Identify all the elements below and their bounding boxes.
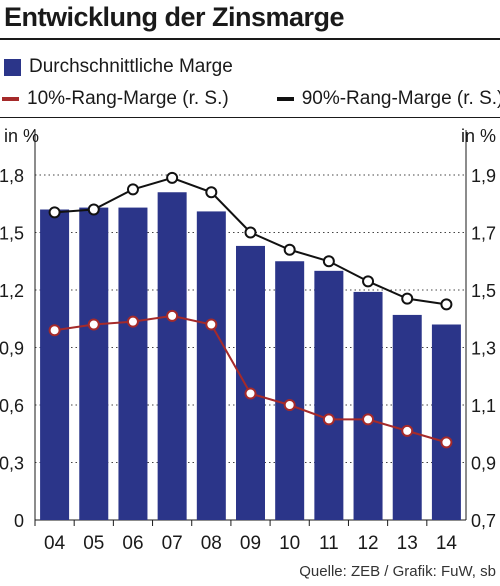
bar [392,314,422,520]
bar [118,207,148,520]
legend-lines: 10%-Rang-Marge (r. S.) 90%-Rang-Marge (r… [0,86,500,112]
left-tick-label: 0,3 [0,454,24,474]
right-tick-label: 1,5 [471,281,496,301]
rang10-point [244,387,257,400]
bar [40,209,70,520]
x-tick-label: 04 [44,533,66,554]
right-tick-label: 1,7 [471,224,496,244]
right-tick-label: 0,7 [471,511,496,531]
rang10-point [322,413,335,426]
bar [431,324,461,520]
right-axis-unit: in % [460,126,496,146]
rang90-point [244,226,257,239]
rang10-point [362,413,375,426]
x-tick-label: 12 [357,533,378,554]
bar [236,245,265,520]
rang90-point [126,183,139,196]
legend-rule [0,117,500,118]
bar [196,211,226,520]
chart-plot: 0 0,7 0,3 0,9 0,6 1,1 0,9 1,3 1,2 1,5 1,5 1,7 1,8 1,9… [0,130,496,554]
legend-bars: Durchschnittliche Marge [0,54,233,80]
legend-black-line-swatch [276,97,294,101]
rang10-point [87,318,100,331]
bar [79,207,109,520]
x-tick-label: 07 [162,533,183,554]
rang90-point [401,292,414,305]
legend-bar-swatch [4,58,21,76]
left-tick-label: 1,2 [0,281,24,301]
rang10-point [440,436,453,449]
rang90-point [362,275,375,288]
right-tick-label: 1,3 [471,339,496,359]
source-note: Quelle: ZEB / Grafik: FuW, sb [299,563,496,580]
title-rule [0,38,500,40]
bar [275,261,305,520]
left-tick-label: 1,5 [0,224,24,244]
bar [314,270,344,520]
rang10-point [126,315,139,328]
left-tick-label: 0,9 [0,339,24,359]
x-tick-label: 11 [319,533,339,554]
x-tick-label: 10 [279,533,300,554]
left-tick-label: 1,8 [0,166,24,186]
rang10-point [283,399,296,411]
x-tick-label: 08 [201,533,222,554]
legend-red-line-label: 10%-Rang-Marge (r. S.) [27,88,229,109]
rang90-point [322,255,335,268]
chart-title: Entwicklung der Zinsmarge [4,2,345,32]
x-tick-label: 06 [122,533,143,554]
rang10-point [205,318,218,331]
rang90-point [205,186,218,199]
x-tick-label: 09 [240,533,261,554]
left-axis-unit: in % [4,126,40,146]
right-tick-label: 1,1 [471,396,496,416]
legend-bars-label: Durchschnittliche Marge [29,56,233,77]
rang90-point [283,243,296,256]
rang10-point [48,324,61,337]
bar [157,192,187,520]
legend-black-line-label: 90%-Rang-Marge (r. S.) [301,88,500,109]
rang90-point [87,203,100,216]
rang90-point [440,298,453,311]
bar [353,291,383,520]
left-tick-label: 0 [14,511,24,531]
left-tick-label: 0,6 [0,396,24,416]
rang10-point [166,309,179,322]
x-tick-label: 14 [436,533,458,554]
right-tick-label: 1,9 [471,166,496,186]
legend-red-line-swatch [2,97,19,101]
x-tick-label: 13 [397,533,418,554]
rang90-point [48,206,61,219]
rang10-point [401,424,414,437]
right-tick-label: 0,9 [471,454,496,474]
x-tick-label: 05 [83,533,104,554]
rang90-point [166,171,179,184]
